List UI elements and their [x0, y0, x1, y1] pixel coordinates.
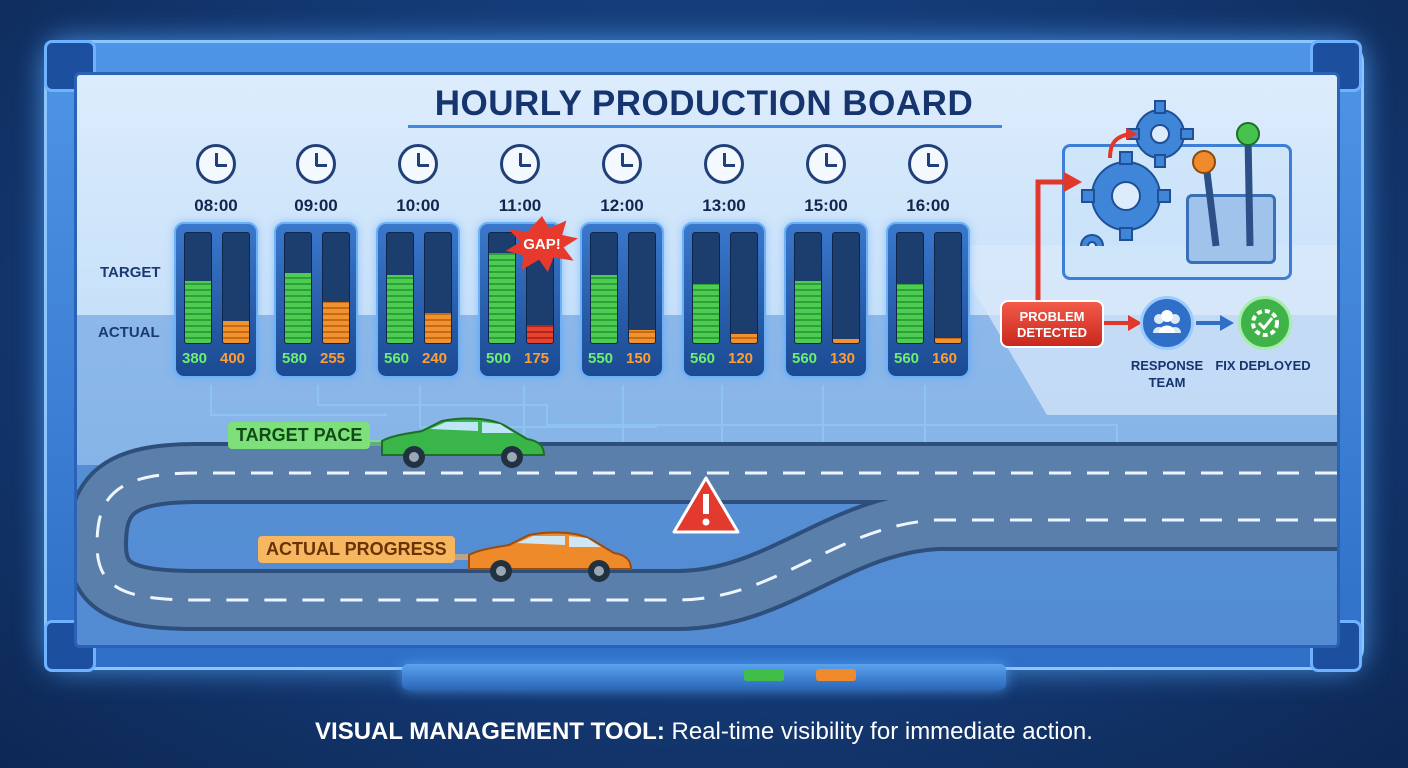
actual-car: [439, 531, 633, 582]
clock-icon: [908, 144, 948, 184]
target-bar: [794, 232, 822, 344]
problem-detected-badge: PROBLEM DETECTED: [1000, 300, 1104, 348]
target-bar: [488, 232, 516, 344]
target-bar-fill: [185, 281, 211, 343]
clock-icon: [500, 144, 540, 184]
gear-icon: [1080, 100, 1194, 246]
actual-value: 255: [320, 350, 346, 367]
target-bar-fill: [693, 283, 719, 343]
target-bar-fill: [795, 281, 821, 343]
target-bar-fill: [591, 274, 617, 343]
marker-tray: [402, 664, 1006, 690]
target-bar: [590, 232, 618, 344]
lever-panel: [1186, 194, 1276, 264]
fix-deployed-label: FIX DEPLOYED: [1215, 358, 1311, 373]
actual-progress-label: ACTUAL PROGRESS: [258, 536, 455, 563]
actual-bar-fill: [527, 325, 553, 343]
road-scene: [77, 245, 1337, 645]
actual-value: 130: [830, 350, 856, 367]
actual-bar: [222, 232, 250, 344]
clock-icon: [602, 144, 642, 184]
hour-time-label: 12:00: [600, 196, 644, 215]
hour-panel: 560 160: [886, 222, 970, 378]
response-team-label: RESPONSE TEAM: [1130, 358, 1204, 390]
flow-arrow: [1196, 315, 1234, 331]
team-icon: [1140, 296, 1194, 350]
target-value: 550: [588, 350, 614, 367]
actual-value: 400: [220, 350, 246, 367]
target-bar-fill: [897, 283, 923, 343]
hour-panel: 560 120: [682, 222, 766, 378]
target-bar: [184, 232, 212, 344]
actual-bar-fill: [731, 334, 757, 343]
hour-time-label: 13:00: [702, 196, 746, 215]
target-value: 580: [282, 350, 308, 367]
title-underline: [408, 125, 1002, 128]
lever-icon[interactable]: [1180, 116, 1290, 266]
actual-bar-fill: [425, 313, 451, 343]
alert-arrow: [1035, 172, 1082, 310]
actual-bar: [730, 232, 758, 344]
footer-bold: VISUAL MANAGEMENT TOOL:: [315, 718, 665, 745]
orange-marker[interactable]: [816, 669, 856, 681]
footer-caption: VISUAL MANAGEMENT TOOL: Real-time visibi…: [0, 718, 1408, 746]
actual-bar: [934, 232, 962, 344]
actual-bar-fill: [629, 329, 655, 343]
hour-time-label: 10:00: [396, 196, 440, 215]
actual-bar-fill: [223, 321, 249, 343]
fix-icon: [1238, 296, 1292, 350]
actual-bar-fill: [323, 302, 349, 343]
target-row-label: TARGET: [100, 264, 161, 281]
target-bar: [896, 232, 924, 344]
actual-value: 175: [524, 350, 550, 367]
target-value: 560: [792, 350, 818, 367]
target-bar: [386, 232, 414, 344]
gap-label: GAP!: [523, 236, 561, 253]
actual-value: 150: [626, 350, 652, 367]
target-bar-fill: [285, 272, 311, 343]
hour-time-label: 08:00: [194, 196, 238, 215]
actual-bar-fill: [935, 337, 961, 343]
board-title: HOURLY PRODUCTION BOARD: [434, 84, 974, 123]
clock-icon: [398, 144, 438, 184]
actual-value: 120: [728, 350, 754, 367]
target-bar: [692, 232, 720, 344]
footer-text: Real-time visibility for immediate actio…: [664, 718, 1093, 745]
clock-icon: [806, 144, 846, 184]
actual-bar: [628, 232, 656, 344]
target-value: 380: [182, 350, 208, 367]
target-bar-fill: [489, 252, 515, 343]
actual-value: 240: [422, 350, 448, 367]
target-value: 560: [690, 350, 716, 367]
hour-time-label: 15:00: [804, 196, 848, 215]
target-value: 560: [384, 350, 410, 367]
target-value: 500: [486, 350, 512, 367]
actual-bar: [832, 232, 860, 344]
hour-panel: 550 150: [580, 222, 664, 378]
clock-icon: [296, 144, 336, 184]
hour-time-label: 11:00: [498, 196, 542, 215]
hour-panel: 380 400: [174, 222, 258, 378]
hour-panel: 560 130: [784, 222, 868, 378]
target-bar-fill: [387, 274, 413, 343]
actual-bar-fill: [833, 338, 859, 343]
hour-time-label: 09:00: [294, 196, 338, 215]
target-value: 560: [894, 350, 920, 367]
flow-arrow: [1104, 315, 1142, 331]
green-marker[interactable]: [744, 669, 784, 681]
hour-panel: 580 255: [274, 222, 358, 378]
actual-row-label: ACTUAL: [98, 324, 160, 341]
hour-panel: 560 240: [376, 222, 460, 378]
hour-time-label: 16:00: [906, 196, 950, 215]
target-pace-label: TARGET PACE: [228, 422, 371, 449]
clock-icon: [196, 144, 236, 184]
warning-icon: [672, 476, 740, 534]
actual-bar: [322, 232, 350, 344]
target-bar: [284, 232, 312, 344]
actual-bar: [424, 232, 452, 344]
clock-icon: [704, 144, 744, 184]
actual-value: 160: [932, 350, 958, 367]
